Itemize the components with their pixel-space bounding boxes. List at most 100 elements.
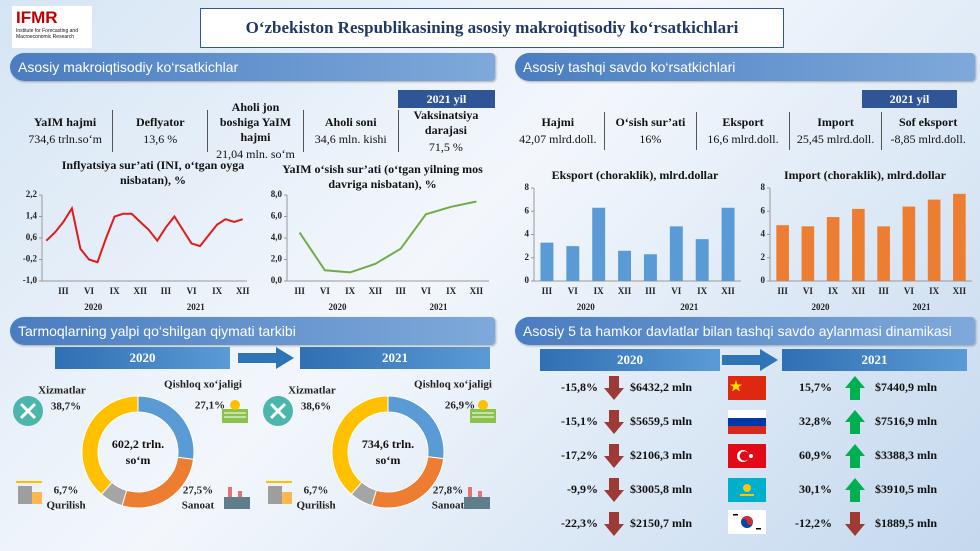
bar [902, 206, 916, 281]
icon-industry [464, 487, 490, 509]
arrow-shape [604, 512, 624, 536]
indicator: O‘sish sur’ati 16% [605, 112, 698, 150]
arrow-down [604, 410, 624, 434]
x-tick-label: XII [721, 286, 735, 296]
pie-category-label: Sanoat [432, 500, 465, 512]
arrow-shape [845, 478, 865, 502]
section-title: Asosiy makroiqtisodiy ko‘rsatkichlar [10, 53, 495, 81]
bar [721, 207, 735, 281]
indicator-value: 25,45 mlrd.doll. [796, 132, 875, 146]
indicator-value: 42,07 mlrd.doll. [519, 132, 597, 146]
arrow-up [845, 444, 865, 468]
indicator: Vaksinatsiya darajasi 71,5 % [399, 108, 493, 154]
year-badge: 2021 yil [398, 90, 495, 108]
value-2021: $7516,9 mln [875, 414, 938, 428]
section-title: Asosiy 5 ta hamkor davlatlar bilan tashq… [515, 317, 975, 345]
indicator-label: Deflyator [135, 115, 185, 129]
chart-title: YaIM o‘sish sur’ati (o‘tgan yilning mos … [282, 162, 483, 191]
arrow-down [604, 512, 624, 536]
y-tick-label: 4 [761, 229, 766, 239]
x-tick-label: XII [470, 286, 484, 296]
chart-title: Eksport (choraklik), mlrd.dollar [551, 168, 719, 182]
icon-services [13, 396, 43, 426]
pie-segment [331, 395, 389, 495]
x-group-label: 2020 [329, 302, 348, 312]
change-2021: 32,8% [799, 414, 832, 428]
arrow-shape [845, 376, 865, 400]
icon-construction [266, 481, 292, 504]
bar [695, 239, 709, 281]
pie-category-label: Qurilish [46, 500, 85, 512]
icon-agriculture [222, 400, 248, 423]
value-2020: $5659,5 mln [630, 414, 693, 428]
pie-category-label: Xizmatlar [288, 385, 336, 397]
x-tick-label: III [878, 286, 889, 296]
y-tick-label: 0 [761, 275, 766, 285]
chart-title: Inflyatsiya sur’ati (INI, o‘tgan oyga ni… [61, 158, 245, 187]
chart-title: Import (choraklik), mlrd.dollar [784, 168, 946, 182]
pie-category-label: Sanoat [182, 500, 215, 512]
change-2020: -22,3% [561, 516, 598, 530]
pie-category-label: Qurilish [296, 500, 335, 512]
y-tick-label: 6,0 [271, 211, 283, 221]
arrow-down [604, 444, 624, 468]
x-tick-label: III [645, 286, 656, 296]
pie-segment [81, 395, 139, 496]
logo-text: IFMR [16, 8, 58, 27]
indicator: Aholi soni 34,6 mln. kishi [304, 110, 399, 152]
arrow-shape [604, 376, 624, 400]
x-tick-label: XII [133, 286, 147, 296]
value-2021: $3388,3 mln [875, 448, 938, 462]
y-tick-label: 8,0 [271, 189, 283, 199]
indicator-label: Import [817, 115, 854, 129]
year-header: 2020 [55, 347, 230, 369]
bar [801, 226, 815, 281]
arrow-right [238, 347, 294, 369]
x-group-label: 2020 [84, 302, 103, 312]
pie-category-label: Qishloq xo‘jaligi [414, 379, 492, 391]
indicator-value: -8,85 mlrd.doll. [890, 132, 966, 146]
indicator-value: 21,04 mln. so‘m [216, 147, 295, 161]
indicator-label: Hajmi [541, 115, 575, 129]
section-title: Asosiy tashqi savdo ko‘rsatkichlari [515, 53, 975, 81]
bar [877, 226, 890, 281]
indicator: Sof eksport -8,85 mlrd.doll. [882, 112, 974, 150]
indicator-label: Aholi soni [324, 115, 377, 129]
chart-plot: 0,0 2,0 4,0 6,0 8,0 III VI IX XII III VI IX XII 2020 2… [271, 189, 489, 312]
pie-center-label: 602,2 trln. so‘m [111, 437, 165, 467]
pie-value-label: 26,9% [445, 400, 475, 412]
indicator-label: Aholi jon boshiga YaIM hajmi [219, 100, 292, 144]
x-tick-label: VI [421, 286, 431, 296]
x-tick-label: IX [594, 286, 605, 296]
indicator-row: YaIM hajmi 734,6 trln.so‘m Deflyator 13,6 %… [18, 100, 493, 161]
year-header: 2020 [540, 349, 720, 371]
x-group-label: 2021 [680, 302, 699, 312]
y-tick-label: 8 [525, 182, 530, 192]
change-2020: -17,2% [561, 448, 598, 462]
pie-category-label: Qishloq xo‘jaligi [164, 379, 242, 391]
bar [776, 225, 789, 281]
flag-kazakhstan [728, 478, 766, 502]
arrow-down [845, 512, 865, 536]
year-header: 2021 [300, 347, 490, 369]
y-tick-label: 1,4 [26, 211, 38, 221]
arrow-shape [604, 410, 624, 434]
y-tick-label: 0 [525, 275, 530, 285]
y-tick-label: 2 [761, 252, 766, 262]
y-tick-label: 0,6 [26, 232, 38, 242]
x-tick-label: III [294, 286, 305, 296]
x-group-label: 2021 [913, 302, 932, 312]
flag-china [728, 376, 766, 400]
indicator-value: 16% [639, 132, 662, 146]
x-tick-label: IX [446, 286, 457, 296]
value-2020: $6432,2 mln [630, 380, 693, 394]
indicator-value: 16,6 mlrd.doll. [707, 132, 779, 146]
x-tick-label: III [777, 286, 788, 296]
arrow-up [845, 376, 865, 400]
x-group-label: 2020 [812, 302, 831, 312]
pie-value-label: 38,6% [301, 401, 331, 413]
indicator: YaIM hajmi 734,6 trln.so‘m [18, 110, 114, 152]
x-tick-label: III [395, 286, 406, 296]
icon-industry [224, 487, 250, 509]
bar [927, 199, 941, 281]
